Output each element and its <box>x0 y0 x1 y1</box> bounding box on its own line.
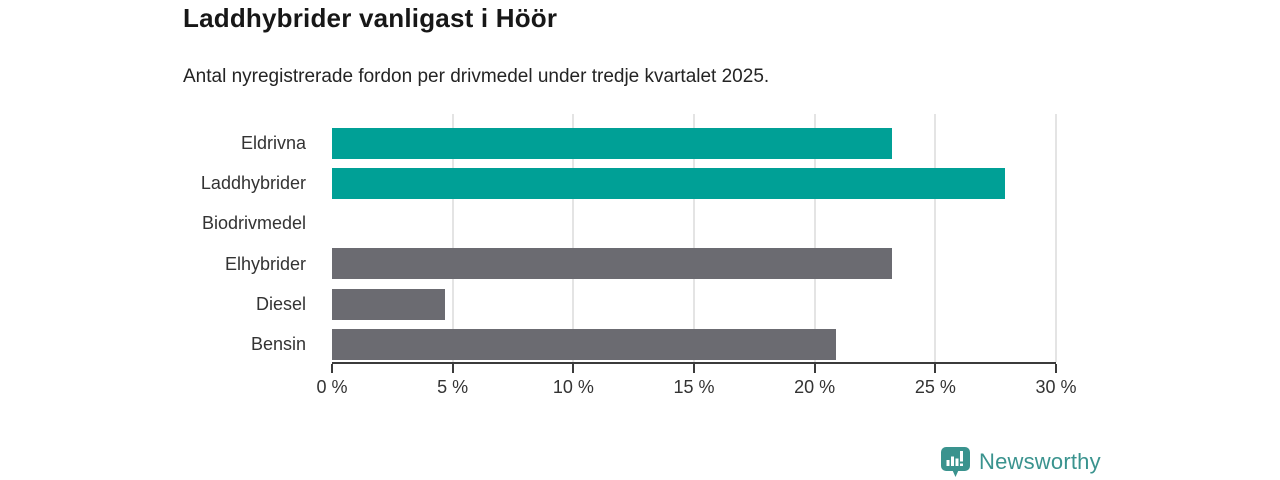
x-tick <box>693 364 695 373</box>
x-tick-label: 30 % <box>1035 377 1077 397</box>
newsworthy-logo-icon <box>941 446 970 477</box>
bar-row <box>332 244 1056 284</box>
bar-row <box>332 284 1056 324</box>
category-label: Laddhybrider <box>200 172 306 193</box>
bar-laddhybrider <box>332 167 1006 199</box>
chart-subtitle: Antal nyregistrerade fordon per drivmede… <box>183 66 770 87</box>
x-tick <box>813 364 816 373</box>
category-axis: Eldrivna Laddhybrider Biodrivmedel Elhybrid… <box>0 123 319 365</box>
x-axis-line <box>332 362 1056 364</box>
brand-logo: Newsworthy <box>941 445 1101 479</box>
x-tick-label: 15 % <box>673 377 715 397</box>
bar-row <box>332 324 1056 364</box>
plot-area: 0 % 5 % 10 % 15 % 20 % 25 % 30 % <box>316 114 1077 397</box>
bar-row <box>332 163 1056 203</box>
x-tick <box>572 364 575 373</box>
category-label: Eldrivna <box>240 132 306 153</box>
x-tick-label: 5 % <box>437 377 469 397</box>
bar-row <box>332 123 1056 163</box>
x-tick-label: 0 % <box>316 377 348 397</box>
x-tick <box>1055 364 1057 373</box>
bar-diesel <box>332 288 446 320</box>
x-tick-label: 10 % <box>552 377 594 397</box>
chart-title: Laddhybrider vanligast i Höör <box>183 3 558 33</box>
bar-elhybrider <box>332 248 892 280</box>
category-label: Diesel <box>255 293 306 314</box>
gridline <box>451 114 454 362</box>
bar-rows <box>332 123 1056 365</box>
gridline <box>934 114 937 362</box>
gridline <box>572 114 575 362</box>
brand-name: Newsworthy <box>979 449 1101 474</box>
bar-bensin <box>332 329 837 361</box>
category-label: Biodrivmedel <box>201 213 306 234</box>
bar-eldrivna <box>332 127 892 159</box>
gridline <box>1055 114 1057 362</box>
category-label: Elhybrider <box>224 253 306 274</box>
gridline <box>693 114 695 362</box>
x-tick-label: 20 % <box>794 377 836 397</box>
category-label: Bensin <box>250 334 306 355</box>
x-tick <box>934 364 937 373</box>
x-tick <box>451 364 454 373</box>
x-tick-label: 25 % <box>914 377 956 397</box>
bar-row <box>332 204 1056 244</box>
gridline <box>813 114 816 362</box>
x-tick <box>331 364 333 373</box>
